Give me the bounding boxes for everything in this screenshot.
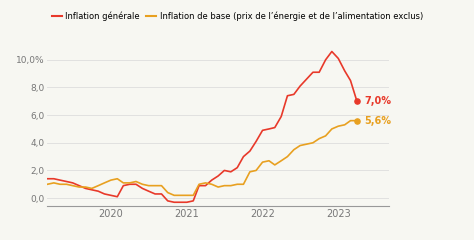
Text: 7,0%: 7,0% [364,96,391,106]
Point [353,119,361,123]
Legend: Inflation générale, Inflation de base (prix de l’énergie et de l’alimentation ex: Inflation générale, Inflation de base (p… [52,12,423,21]
Point [353,99,361,103]
Text: 5,6%: 5,6% [364,116,391,126]
